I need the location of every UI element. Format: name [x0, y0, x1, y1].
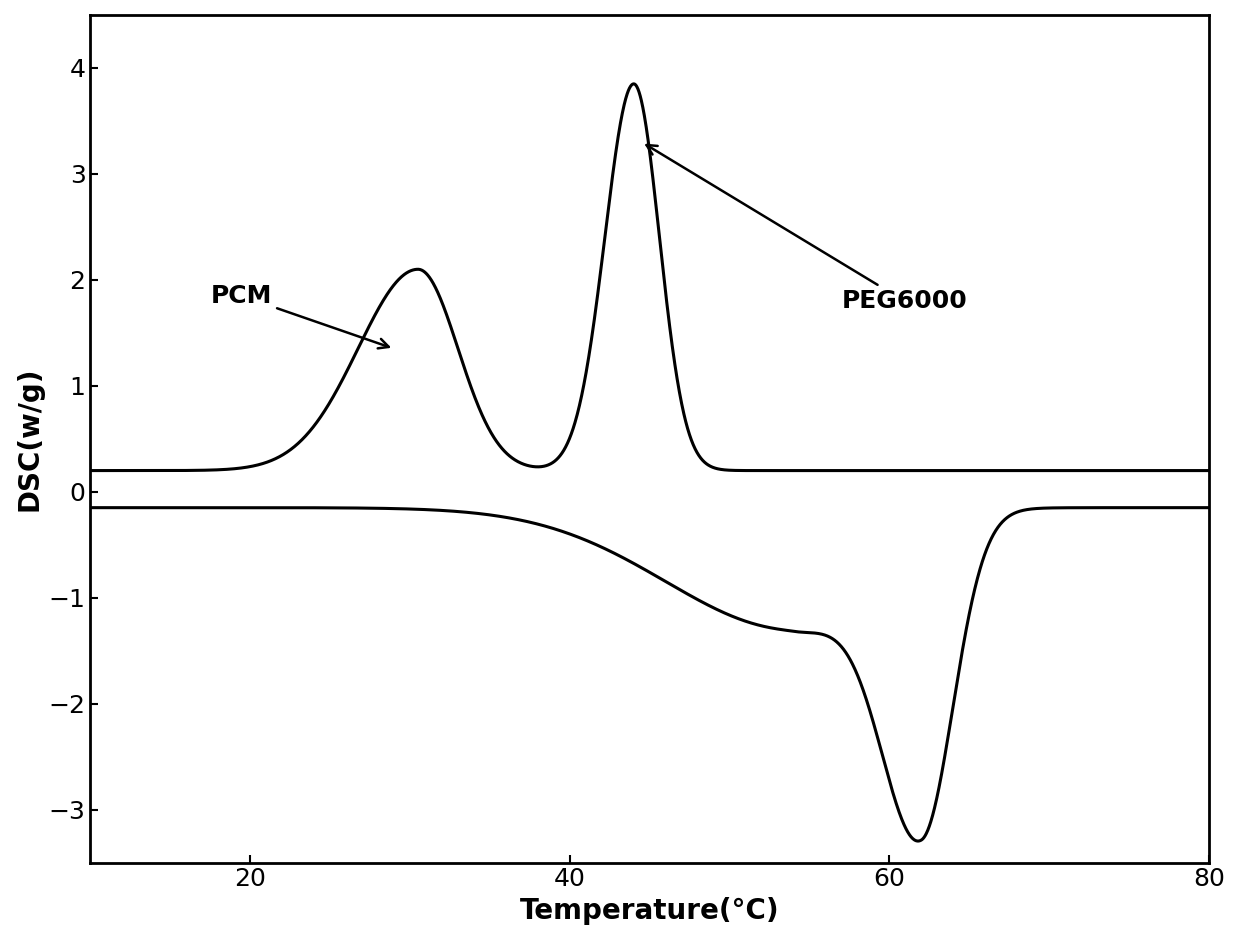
- Text: PEG6000: PEG6000: [646, 145, 967, 313]
- X-axis label: Temperature(°C): Temperature(°C): [520, 897, 780, 925]
- Y-axis label: DSC(w/g): DSC(w/g): [15, 367, 43, 511]
- Text: PCM: PCM: [211, 284, 389, 349]
